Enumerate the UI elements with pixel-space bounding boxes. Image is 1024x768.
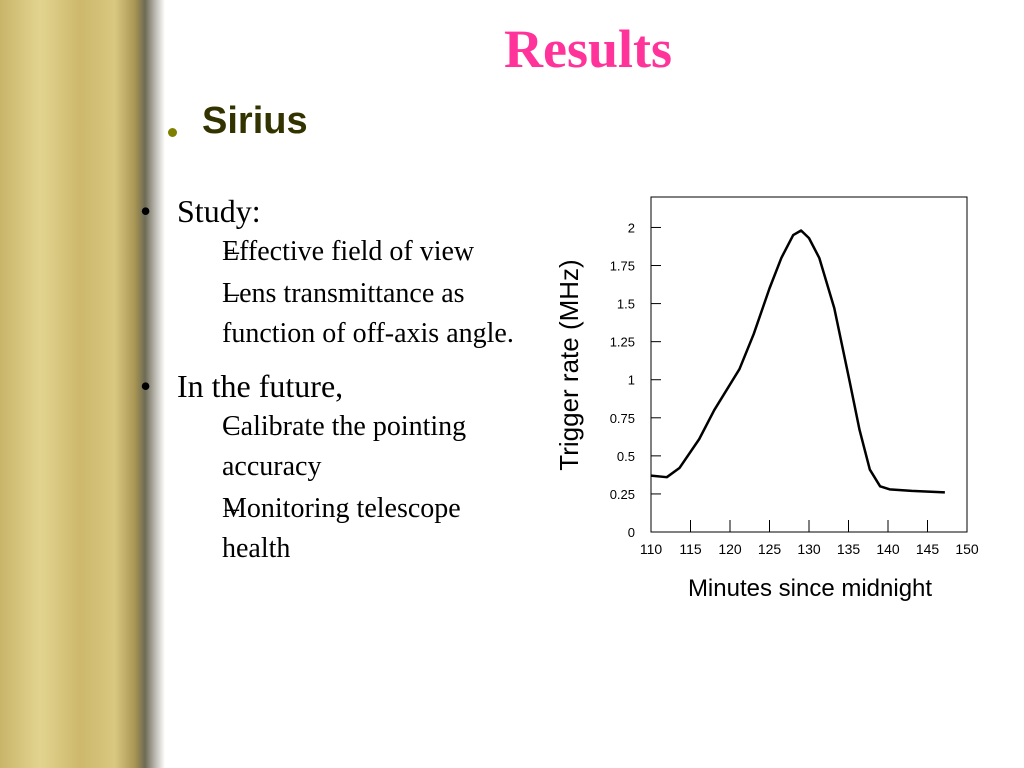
x-tick-label: 125 xyxy=(758,541,782,557)
y-axis-label: Trigger rate (MHz) xyxy=(554,259,584,470)
bullet: Study: Effective field of view Lens tran… xyxy=(140,193,540,354)
y-tick-label: 0 xyxy=(628,525,635,540)
sub-bullet-text: Lens transmittance as function of off-ax… xyxy=(222,278,514,349)
data-line xyxy=(650,229,945,494)
x-tick-label: 130 xyxy=(797,541,821,557)
heading: Sirius xyxy=(202,100,308,142)
plot-frame xyxy=(650,196,968,533)
bullet-text: In the future, xyxy=(177,368,344,404)
sub-bullet: Effective field of view xyxy=(177,232,522,272)
bullet-list: Study: Effective field of view Lens tran… xyxy=(140,193,540,583)
x-tick-label: 110 xyxy=(640,541,663,557)
y-tick-label: 2 xyxy=(628,220,635,235)
y-tick-label: 0.75 xyxy=(610,411,635,426)
side-strip xyxy=(0,0,165,768)
slide-title: Results xyxy=(503,19,672,79)
y-tick-label: 1 xyxy=(628,373,635,388)
sub-bullet: Monitoring telescope health xyxy=(177,489,522,569)
bullet-text: Study: xyxy=(177,193,261,229)
x-tick-label: 145 xyxy=(916,541,940,557)
x-tick-label: 120 xyxy=(718,541,742,557)
y-tick-label: 1.75 xyxy=(610,259,635,274)
x-tick-label: 135 xyxy=(837,541,861,557)
y-tick-label: 0.5 xyxy=(617,449,635,464)
bullet: In the future, Calibrate the pointing ac… xyxy=(140,368,540,569)
sub-bullet: Calibrate the pointing accuracy xyxy=(177,407,522,487)
sub-bullet: Lens transmittance as function of off-ax… xyxy=(177,274,522,354)
x-tick-label: 150 xyxy=(955,541,979,557)
sub-bullet-text: Monitoring telescope health xyxy=(222,493,461,564)
heading-bullet xyxy=(168,128,177,137)
y-tick-label: 0.25 xyxy=(610,487,635,502)
y-tick-label: 1.25 xyxy=(610,335,635,350)
sub-bullet-text: Effective field of view xyxy=(222,236,475,267)
x-tick-label: 115 xyxy=(679,541,702,557)
sub-bullet-text: Calibrate the pointing accuracy xyxy=(222,411,467,482)
x-tick-label: 140 xyxy=(876,541,900,557)
x-axis-label: Minutes since midnight xyxy=(688,575,932,602)
y-tick-label: 1.5 xyxy=(617,297,635,312)
